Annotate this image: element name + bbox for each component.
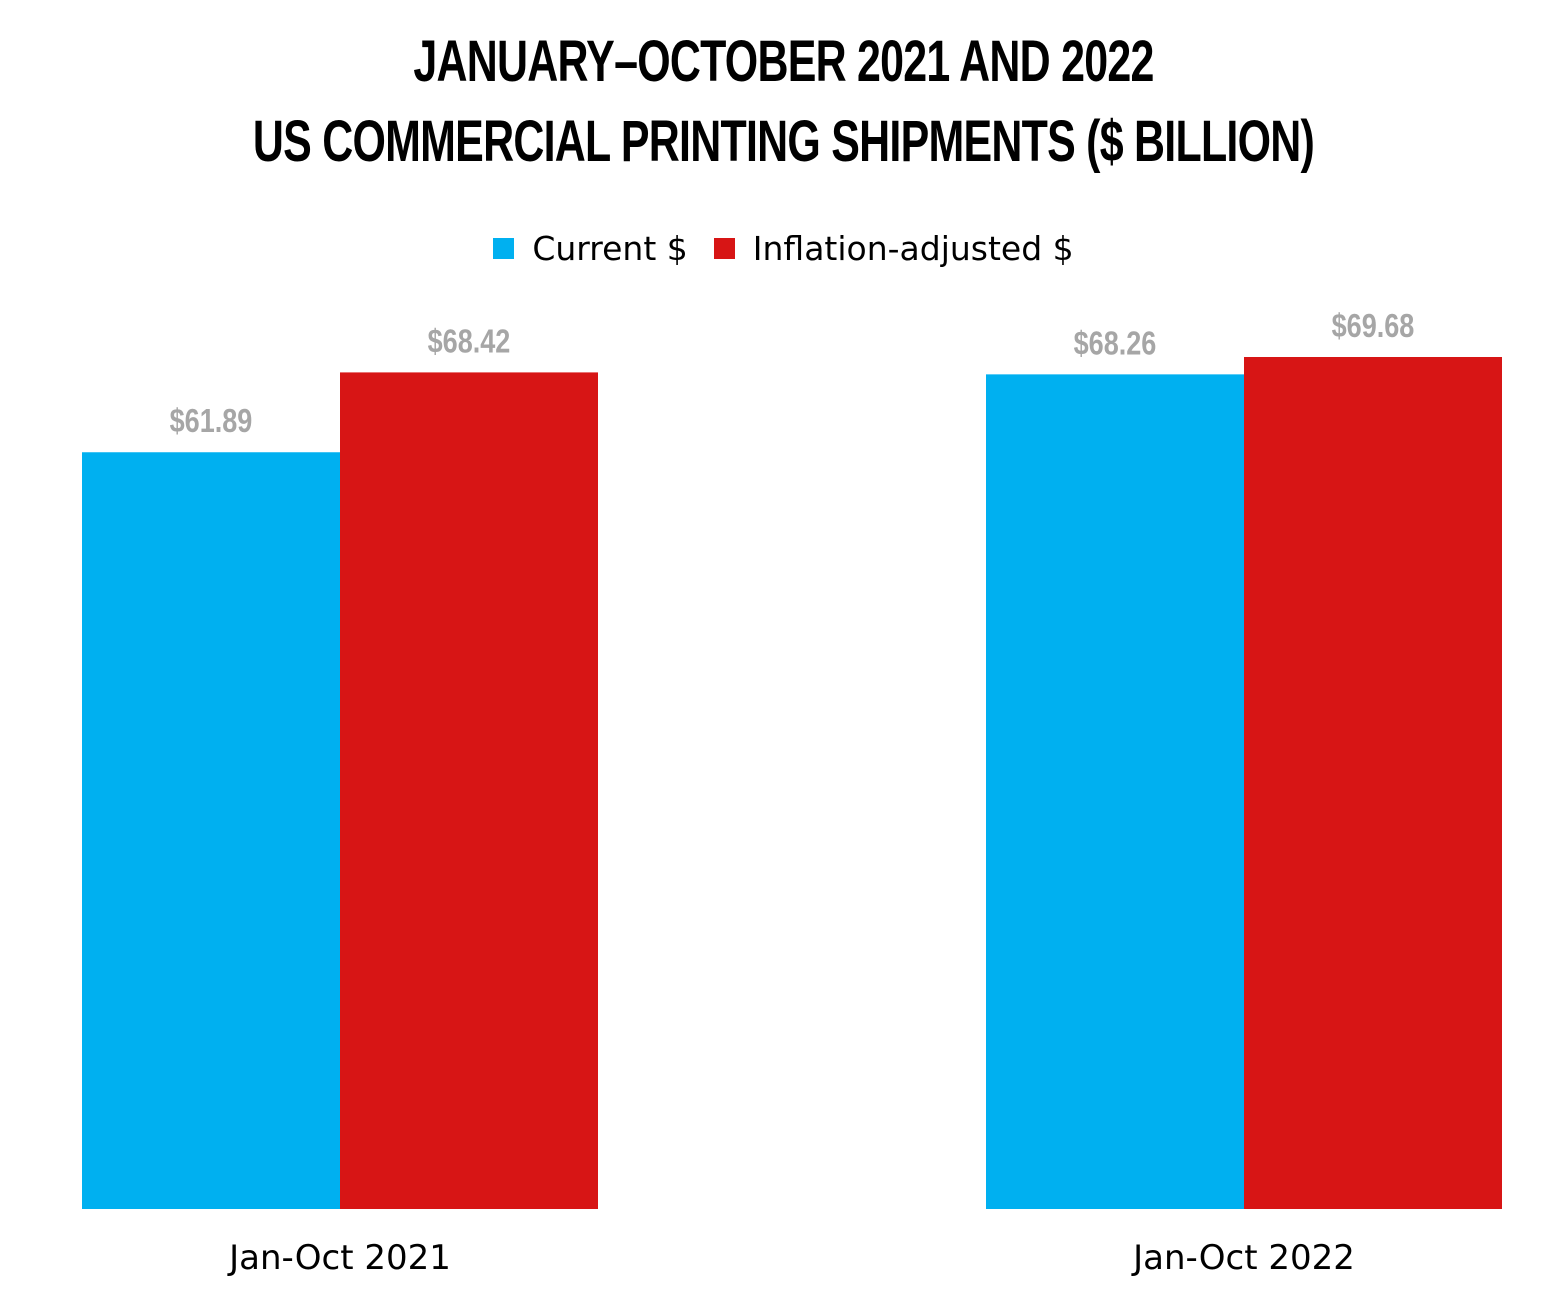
legend-label-current: Current $ (532, 229, 688, 268)
bar-current-jan-oct-2021 (82, 452, 340, 1209)
x-tick-label-jan-oct-2022: Jan-Oct 2022 (1131, 1238, 1355, 1278)
bar-current-jan-oct-2022 (986, 374, 1244, 1209)
chart-legend: Current $ Inflation-adjusted $ (0, 232, 1567, 265)
data-label-current-jan-oct-2022: $68.26 (1074, 326, 1157, 362)
legend-label-inflation-adjusted: Inflation-adjusted $ (752, 229, 1074, 268)
legend-item-inflation-adjusted: Inflation-adjusted $ (713, 229, 1074, 268)
legend-item-current: Current $ (493, 229, 688, 268)
x-tick-label-jan-oct-2021: Jan-Oct 2021 (227, 1238, 451, 1278)
legend-swatch-inflation-adjusted (713, 238, 735, 259)
chart-subtitle: US COMMERCIAL PRINTING SHIPMENTS ($ BILL… (252, 109, 1315, 174)
data-label-inflation-adjusted-jan-oct-2021: $68.42 (428, 324, 511, 360)
bar-inflation-adjusted-jan-oct-2021 (340, 372, 598, 1209)
chart-title: JANUARY–OCTOBER 2021 AND 2022 (413, 29, 1154, 94)
data-label-current-jan-oct-2021: $61.89 (170, 404, 253, 440)
bar-inflation-adjusted-jan-oct-2022 (1244, 357, 1502, 1209)
legend-swatch-current (493, 238, 515, 259)
data-label-inflation-adjusted-jan-oct-2022: $69.68 (1332, 309, 1415, 345)
